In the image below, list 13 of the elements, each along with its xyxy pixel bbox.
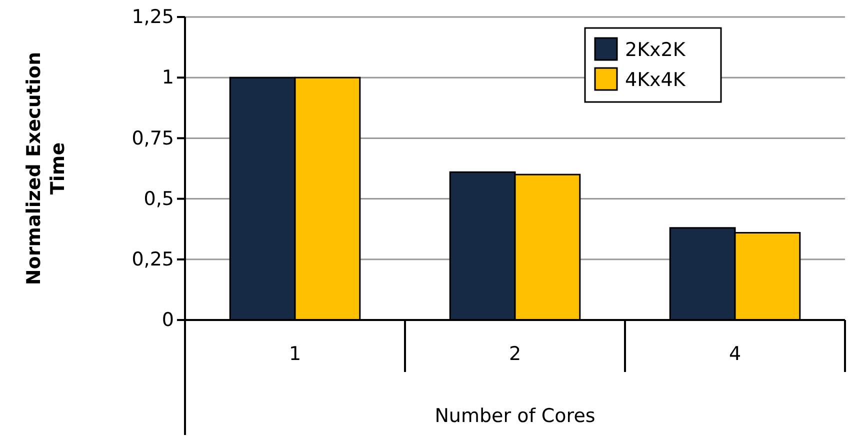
x-tick-label: 1 [288,343,302,365]
y-tick-label: 0,25 [132,248,174,270]
y-tick-label: 1,25 [132,6,174,28]
x-tick-label: 2 [508,343,522,365]
legend-label: 4Kx4K [625,69,686,91]
y-tick-label: 1 [162,66,174,89]
legend-label: 2Kx2K [625,39,686,61]
y-tick-label: 0 [162,309,174,332]
y-tick-label: 0,75 [132,127,174,150]
x-axis-title: Number of Cores [434,405,596,427]
x-tick-label: 4 [728,343,742,365]
y-tick-label: 0,5 [144,188,174,210]
y-axis-title: Normalized Execution Time [23,52,69,286]
